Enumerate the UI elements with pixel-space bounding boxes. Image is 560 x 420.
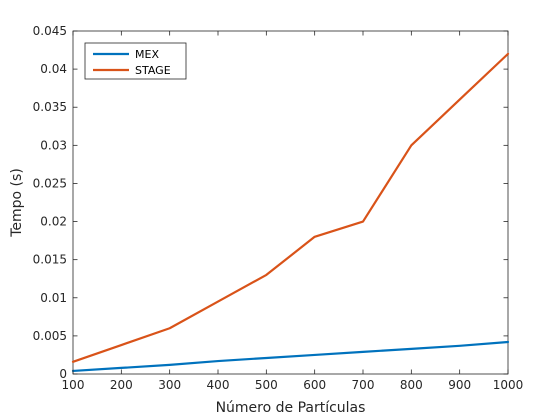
x-tick-label: 400 [207, 378, 230, 392]
y-tick-label: 0.03 [40, 138, 67, 152]
y-tick-label: 0.005 [33, 329, 67, 343]
legend-label-stage: STAGE [135, 64, 171, 77]
plot-area [72, 30, 509, 375]
x-tick-label: 100 [62, 378, 85, 392]
y-tick-label: 0.015 [33, 253, 67, 267]
x-axis-label: Número de Partículas [216, 400, 366, 416]
x-tick-label: 800 [400, 378, 423, 392]
y-tick-label: 0.025 [33, 176, 67, 190]
x-axis-ticks: 100 200 300 400 500 600 700 800 900 1000 [62, 31, 524, 392]
y-tick-label: 0 [59, 367, 67, 381]
x-tick-label: 500 [255, 378, 278, 392]
x-tick-label: 300 [158, 378, 181, 392]
x-tick-label: 200 [110, 378, 133, 392]
x-tick-label: 1000 [493, 378, 524, 392]
y-axis-label: Tempo (s) [9, 168, 25, 238]
series-layer [71, 52, 510, 373]
series-line-stage [71, 52, 510, 363]
y-tick-label: 0.035 [33, 100, 67, 114]
x-tick-label: 900 [448, 378, 471, 392]
y-tick-label: 0.045 [33, 24, 67, 38]
legend-box [84, 42, 187, 80]
series-line-mex [71, 340, 510, 373]
axes-box [72, 30, 509, 375]
x-tick-label: 600 [303, 378, 326, 392]
y-tick-label: 0.04 [40, 62, 67, 76]
y-axis-ticks: 0 0.005 0.01 0.015 0.02 0.025 0.03 0.035 0.04 0.0… [33, 24, 508, 381]
y-tick-label: 0.02 [40, 215, 67, 229]
legend: MEX STAGE [84, 42, 187, 80]
y-tick-label: 0.01 [40, 291, 67, 305]
x-tick-label: 700 [352, 378, 375, 392]
legend-label-mex: MEX [135, 48, 159, 61]
